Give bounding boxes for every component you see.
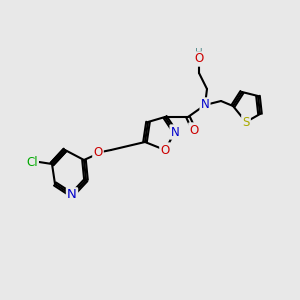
Text: H: H (195, 48, 203, 58)
Text: O: O (93, 146, 103, 158)
Text: N: N (201, 98, 209, 112)
Text: N: N (67, 188, 77, 202)
Text: N: N (171, 125, 179, 139)
Text: O: O (160, 143, 169, 157)
Text: S: S (242, 116, 250, 128)
Text: Cl: Cl (26, 155, 38, 169)
Text: O: O (194, 52, 204, 65)
Text: O: O (189, 124, 199, 136)
